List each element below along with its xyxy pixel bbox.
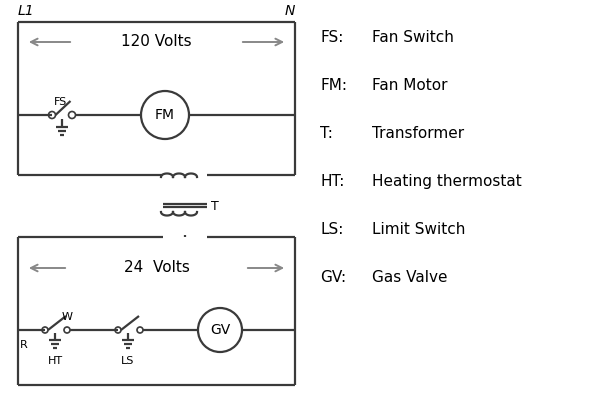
Text: W: W [61, 312, 73, 322]
Text: T:: T: [320, 126, 333, 141]
Text: FM:: FM: [320, 78, 347, 93]
Text: GV: GV [210, 323, 230, 337]
Text: Transformer: Transformer [372, 126, 464, 141]
Text: R: R [20, 340, 28, 350]
Text: Fan Switch: Fan Switch [372, 30, 454, 45]
Text: GV:: GV: [320, 270, 346, 285]
Text: L1: L1 [18, 4, 35, 18]
Text: FS:: FS: [320, 30, 343, 45]
Text: LS:: LS: [320, 222, 343, 237]
Text: FS: FS [54, 97, 67, 107]
Text: Heating thermostat: Heating thermostat [372, 174, 522, 189]
Text: HT: HT [47, 356, 63, 366]
Text: HT:: HT: [320, 174, 345, 189]
Text: 24  Volts: 24 Volts [123, 260, 189, 276]
Text: FM: FM [155, 108, 175, 122]
Text: 120 Volts: 120 Volts [121, 34, 192, 50]
Text: T: T [211, 200, 219, 214]
Text: Limit Switch: Limit Switch [372, 222, 466, 237]
Text: Fan Motor: Fan Motor [372, 78, 447, 93]
Text: Gas Valve: Gas Valve [372, 270, 447, 285]
Text: LS: LS [122, 356, 135, 366]
Text: N: N [284, 4, 295, 18]
